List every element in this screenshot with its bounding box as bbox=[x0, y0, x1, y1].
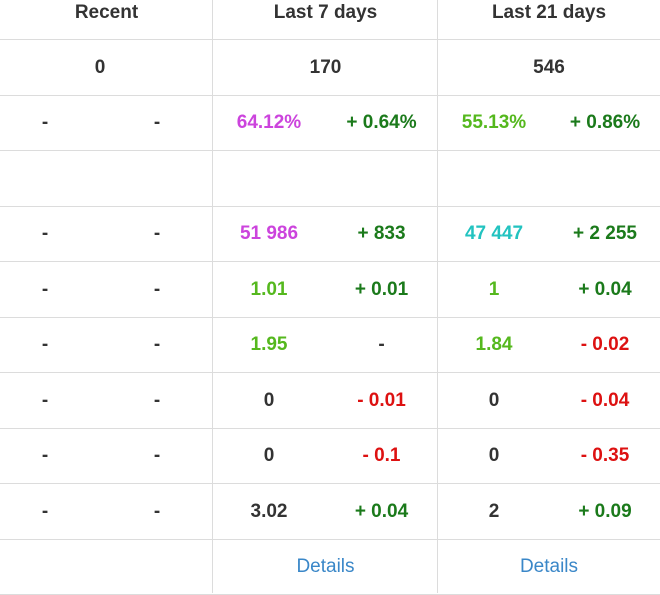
column-divider bbox=[437, 0, 438, 593]
last-7-days-value: 1.01 bbox=[250, 278, 288, 300]
count-row: 0 170 546 bbox=[0, 40, 660, 96]
recent-value: - bbox=[41, 278, 49, 300]
last-21-days-delta: + 2 255 bbox=[573, 223, 637, 244]
last-21-days-delta: - 0.02 bbox=[580, 334, 630, 355]
recent-delta: - bbox=[153, 223, 161, 244]
spacer-row bbox=[0, 151, 660, 207]
last-21-days-delta: - 0.35 bbox=[580, 445, 630, 466]
table-row: - - 0 - 0.1 0 - 0.35 bbox=[0, 429, 660, 484]
table-row: - - 51 986 + 833 47 447 + 2 255 bbox=[0, 207, 660, 262]
last-7-days-value: 0 bbox=[263, 445, 275, 466]
table-row: - - 1.95 - 1.84 - 0.02 bbox=[0, 318, 660, 373]
last-21-days-value: 0 bbox=[488, 445, 500, 466]
header-last-7-days: Last 7 days bbox=[273, 2, 378, 23]
last-21-days-value: 1.84 bbox=[475, 334, 513, 355]
details-row: Details Details bbox=[0, 540, 660, 595]
last-7-days-value: 64.12% bbox=[236, 112, 302, 133]
last-21-days-delta: + 0.09 bbox=[578, 500, 632, 522]
recent-delta: - bbox=[153, 500, 161, 522]
last-21-days-value: 0 bbox=[488, 389, 500, 411]
recent-value: - bbox=[41, 223, 49, 244]
last-21-days-value: 55.13% bbox=[461, 112, 527, 133]
recent-delta: - bbox=[153, 389, 161, 411]
column-divider bbox=[212, 0, 213, 593]
last-7-days-value: 3.02 bbox=[250, 500, 288, 522]
table-row: - - 0 - 0.01 0 - 0.04 bbox=[0, 373, 660, 429]
header-recent: Recent bbox=[74, 2, 139, 23]
count-recent: 0 bbox=[94, 56, 106, 78]
details-link-last-21-days[interactable]: Details bbox=[519, 556, 579, 577]
recent-value: - bbox=[41, 445, 49, 466]
last-7-days-delta: - 0.1 bbox=[362, 445, 401, 466]
last-7-days-delta: - 0.01 bbox=[357, 389, 406, 411]
recent-value: - bbox=[41, 334, 49, 355]
recent-delta: - bbox=[153, 445, 161, 466]
recent-value: - bbox=[41, 500, 49, 522]
recent-delta: - bbox=[153, 334, 161, 355]
last-21-days-value: 47 447 bbox=[464, 223, 524, 244]
recent-delta: - bbox=[153, 112, 161, 133]
last-7-days-value: 51 986 bbox=[239, 223, 299, 244]
count-last-7-days: 170 bbox=[309, 56, 342, 78]
last-21-days-value: 2 bbox=[488, 500, 500, 522]
last-7-days-value: 0 bbox=[263, 389, 275, 411]
table-row: - - 1.01 + 0.01 1 + 0.04 bbox=[0, 262, 660, 318]
last-7-days-delta: + 0.01 bbox=[354, 278, 409, 300]
recent-value: - bbox=[41, 112, 49, 133]
details-link-last-7-days[interactable]: Details bbox=[296, 556, 355, 577]
recent-delta: - bbox=[153, 278, 161, 300]
last-21-days-value: 1 bbox=[488, 278, 500, 300]
recent-value: - bbox=[41, 389, 49, 411]
last-7-days-delta: + 0.64% bbox=[346, 112, 417, 133]
header-last-21-days: Last 21 days bbox=[491, 2, 607, 23]
last-7-days-value: 1.95 bbox=[250, 334, 288, 355]
last-21-days-delta: + 0.04 bbox=[578, 278, 632, 300]
count-last-21-days: 546 bbox=[533, 56, 565, 78]
table-row: - - 64.12% + 0.64% 55.13% + 0.86% bbox=[0, 96, 660, 151]
last-7-days-delta: + 833 bbox=[357, 223, 406, 244]
header-row: Recent Last 7 days Last 21 days bbox=[0, 0, 660, 40]
last-21-days-delta: + 0.86% bbox=[569, 112, 641, 133]
last-21-days-delta: - 0.04 bbox=[580, 389, 630, 411]
last-7-days-delta: - bbox=[378, 334, 385, 355]
table-row: - - 3.02 + 0.04 2 + 0.09 bbox=[0, 484, 660, 540]
last-7-days-delta: + 0.04 bbox=[354, 500, 409, 522]
